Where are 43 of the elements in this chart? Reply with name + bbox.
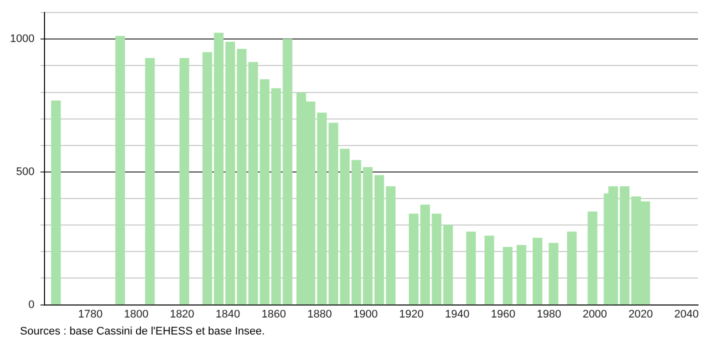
source-note: Sources : base Cassini de l'EHESS et base Insee. [20,326,265,338]
bar [386,186,396,305]
y-tick-label: 0 [28,298,34,311]
bar [340,148,350,305]
bar [548,242,558,305]
bar [362,167,373,305]
x-tick-label: 1860 [262,308,286,320]
bar [408,214,418,305]
x-tick-label: 2040 [674,308,699,320]
bar [202,52,212,305]
bar [145,58,155,305]
bar [588,212,598,305]
x-tick-label: 1840 [216,308,240,320]
x-tick-label: 1820 [170,308,194,320]
bar [502,246,513,305]
bar [466,232,476,305]
x-tick-label: 1900 [353,308,378,320]
x-tick-label: 1980 [536,308,562,320]
bar [532,238,542,305]
x-tick-label: 1920 [399,308,424,320]
bar [225,42,236,305]
bar [115,36,125,305]
bar [620,186,630,305]
bar [236,48,247,305]
x-tick-label: 1880 [307,308,332,320]
x-tick-label: 1960 [490,308,516,320]
y-tick-label: 1000 [10,33,34,46]
bar [516,244,526,305]
x-tick-label: 1800 [124,308,148,320]
bar [374,175,384,305]
y-tick-label: 500 [16,166,34,178]
x-tick-label: 1940 [444,308,470,320]
bar [214,32,224,305]
x-tick-label: 2020 [628,308,653,320]
bar [484,236,494,305]
bar [180,58,190,305]
bar [420,204,430,305]
bar [567,232,577,305]
x-tick-label: 1780 [78,308,103,320]
bar [248,62,258,305]
bar [51,100,61,305]
bar [352,160,362,305]
x-tick-label: 2000 [582,308,608,320]
